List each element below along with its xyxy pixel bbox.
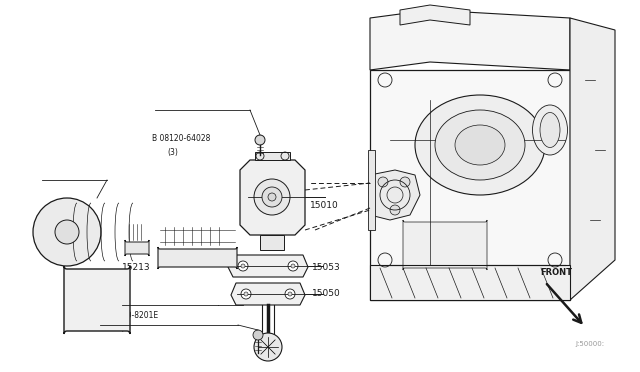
Circle shape [400, 177, 410, 187]
FancyBboxPatch shape [403, 220, 487, 270]
Circle shape [55, 220, 79, 244]
Text: 15050: 15050 [312, 289, 340, 298]
Circle shape [285, 289, 295, 299]
FancyBboxPatch shape [64, 266, 130, 334]
Polygon shape [231, 283, 305, 305]
Text: J:50000:: J:50000: [576, 341, 605, 347]
Polygon shape [370, 170, 420, 220]
Text: 15010: 15010 [310, 201, 339, 209]
Text: 15053: 15053 [312, 263, 340, 273]
Text: FRONT: FRONT [540, 268, 572, 277]
Polygon shape [370, 70, 570, 300]
Circle shape [268, 193, 276, 201]
Circle shape [33, 198, 101, 266]
Ellipse shape [540, 112, 560, 148]
Polygon shape [400, 5, 470, 25]
Text: 15213: 15213 [122, 263, 150, 273]
Polygon shape [255, 152, 290, 160]
Polygon shape [370, 265, 570, 300]
Circle shape [390, 205, 400, 215]
Polygon shape [370, 10, 570, 70]
Polygon shape [260, 235, 284, 250]
Circle shape [238, 261, 248, 271]
Circle shape [291, 264, 295, 268]
Circle shape [288, 292, 292, 296]
Ellipse shape [415, 95, 545, 195]
FancyBboxPatch shape [125, 240, 149, 256]
Circle shape [254, 333, 282, 361]
Text: (3): (3) [167, 148, 178, 157]
Text: B 08120-8201E: B 08120-8201E [100, 311, 158, 320]
Circle shape [241, 289, 251, 299]
Circle shape [262, 187, 282, 207]
Polygon shape [570, 18, 615, 300]
Circle shape [244, 292, 248, 296]
Circle shape [253, 330, 263, 340]
Polygon shape [228, 255, 308, 277]
Circle shape [241, 264, 245, 268]
Polygon shape [240, 160, 305, 235]
Circle shape [254, 179, 290, 215]
Text: 15208: 15208 [42, 208, 70, 218]
Circle shape [378, 177, 388, 187]
FancyBboxPatch shape [158, 247, 237, 269]
Text: (2): (2) [120, 324, 131, 333]
Circle shape [255, 135, 265, 145]
Ellipse shape [532, 105, 568, 155]
Ellipse shape [435, 110, 525, 180]
Polygon shape [368, 150, 375, 230]
Circle shape [288, 261, 298, 271]
Ellipse shape [455, 125, 505, 165]
Text: B 08120-64028: B 08120-64028 [152, 134, 211, 142]
